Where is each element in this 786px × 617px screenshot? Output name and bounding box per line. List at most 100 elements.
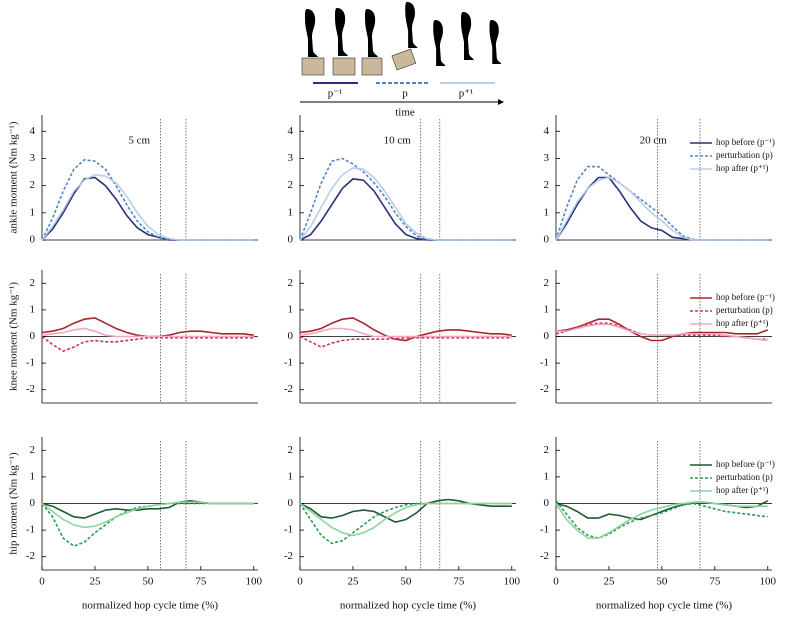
x-tick-label: 50 [400, 576, 412, 588]
x-tick-label: 25 [347, 576, 359, 588]
x-tick-label: 0 [39, 576, 45, 588]
y-axis-label: ankle moment (Nm kg⁻¹) [8, 121, 20, 233]
series-line [299, 167, 512, 241]
x-axis-label: normalized hop cycle time (%) [82, 600, 219, 612]
legend-label: hop before (p⁻¹) [716, 292, 775, 302]
x-axis-label: normalized hop cycle time (%) [340, 600, 477, 612]
y-tick-label: -2 [540, 383, 549, 395]
y-tick-label: -1 [284, 524, 293, 536]
x-tick-label: 100 [504, 576, 521, 588]
y-tick-label: -1 [26, 357, 35, 369]
legend-label: hop after (p⁺¹) [716, 318, 768, 328]
legend-label: perturbation (p) [716, 150, 773, 160]
x-tick-label: 75 [195, 576, 207, 588]
y-tick-label: -2 [284, 383, 293, 395]
series-line [41, 327, 254, 338]
series-line [299, 502, 512, 545]
series-line [41, 501, 254, 529]
box [301, 57, 325, 76]
series-line [555, 176, 768, 241]
y-tick-label: -1 [284, 357, 293, 369]
legend-label: perturbation (p) [716, 472, 773, 482]
y-axis-label: hip moment (Nm kg⁻¹) [8, 452, 20, 555]
series-line [299, 502, 512, 537]
y-tick-label: 1 [544, 303, 550, 315]
series-line [299, 157, 512, 241]
x-tick-label: 50 [656, 576, 668, 588]
y-tick-label: 2 [544, 179, 550, 191]
x-axis-label: normalized hop cycle time (%) [596, 600, 733, 612]
y-tick-label: -1 [26, 524, 35, 536]
y-tick-label: 3 [30, 152, 36, 164]
y-tick-label: -1 [540, 524, 549, 536]
box [391, 48, 417, 71]
y-tick-label: 2 [30, 179, 36, 191]
x-tick-label: 75 [709, 576, 721, 588]
x-tick-label: 100 [246, 576, 263, 588]
series-line [555, 165, 768, 241]
y-tick-label: -2 [540, 550, 549, 562]
series-line [555, 176, 768, 241]
leg [461, 12, 474, 60]
y-tick-label: 3 [288, 152, 294, 164]
legend-label: hop before (p⁻¹) [716, 459, 775, 469]
series-line [299, 335, 512, 348]
series-line [299, 327, 512, 338]
y-tick-label: 2 [288, 444, 294, 456]
series-line [555, 322, 768, 340]
series-line [555, 501, 768, 539]
y-tick-label: 0 [30, 330, 36, 342]
legend-label: hop after (p⁺¹) [716, 163, 768, 173]
y-tick-label: 0 [288, 497, 294, 509]
leg [433, 20, 446, 66]
y-tick-label: 1 [30, 303, 36, 315]
y-tick-label: 3 [544, 152, 550, 164]
x-tick-label: 25 [603, 576, 615, 588]
y-tick-label: 0 [544, 497, 550, 509]
x-tick-label: 0 [297, 576, 303, 588]
x-tick-label: 100 [760, 576, 777, 588]
leg [305, 9, 318, 57]
legend-label: hop before (p⁻¹) [716, 137, 775, 147]
period-label: p⁻¹ [328, 88, 343, 100]
series-line [555, 500, 768, 539]
x-tick-label: 50 [142, 576, 154, 588]
series-line [299, 317, 512, 342]
series-line [41, 173, 254, 241]
y-tick-label: 1 [30, 470, 36, 482]
x-tick-label: 25 [89, 576, 101, 588]
arrow-head [498, 99, 504, 105]
leg [405, 2, 418, 48]
y-tick-label: -1 [540, 357, 549, 369]
y-tick-label: 0 [544, 234, 550, 246]
y-tick-label: 4 [544, 125, 550, 137]
leg [335, 8, 348, 56]
y-tick-label: 2 [544, 444, 550, 456]
x-tick-label: 75 [453, 576, 465, 588]
x-tick-label: 0 [553, 576, 559, 588]
box [332, 57, 356, 76]
y-tick-label: 1 [544, 470, 550, 482]
illustration: p⁻¹ p p⁺¹ time [300, 2, 504, 119]
y-tick-label: 4 [288, 125, 294, 137]
y-tick-label: 0 [544, 330, 550, 342]
box [361, 57, 383, 76]
series-line [556, 323, 768, 342]
y-tick-label: 0 [288, 330, 294, 342]
y-tick-label: 2 [30, 444, 36, 456]
y-tick-label: -2 [284, 550, 293, 562]
y-tick-label: 0 [30, 234, 36, 246]
y-tick-label: 2 [288, 277, 294, 289]
period-label: p⁺¹ [459, 88, 474, 100]
annotation: 5 cm [128, 135, 150, 147]
y-tick-label: 2 [544, 277, 550, 289]
y-tick-label: 0 [288, 234, 294, 246]
legend-label: hop after (p⁺¹) [716, 485, 768, 495]
y-tick-label: -2 [26, 383, 35, 395]
series-line [41, 317, 254, 338]
series-line [555, 318, 769, 342]
y-tick-label: 4 [30, 125, 36, 137]
y-tick-label: 0 [30, 497, 36, 509]
time-label: time [395, 107, 415, 119]
series-line [41, 176, 254, 241]
